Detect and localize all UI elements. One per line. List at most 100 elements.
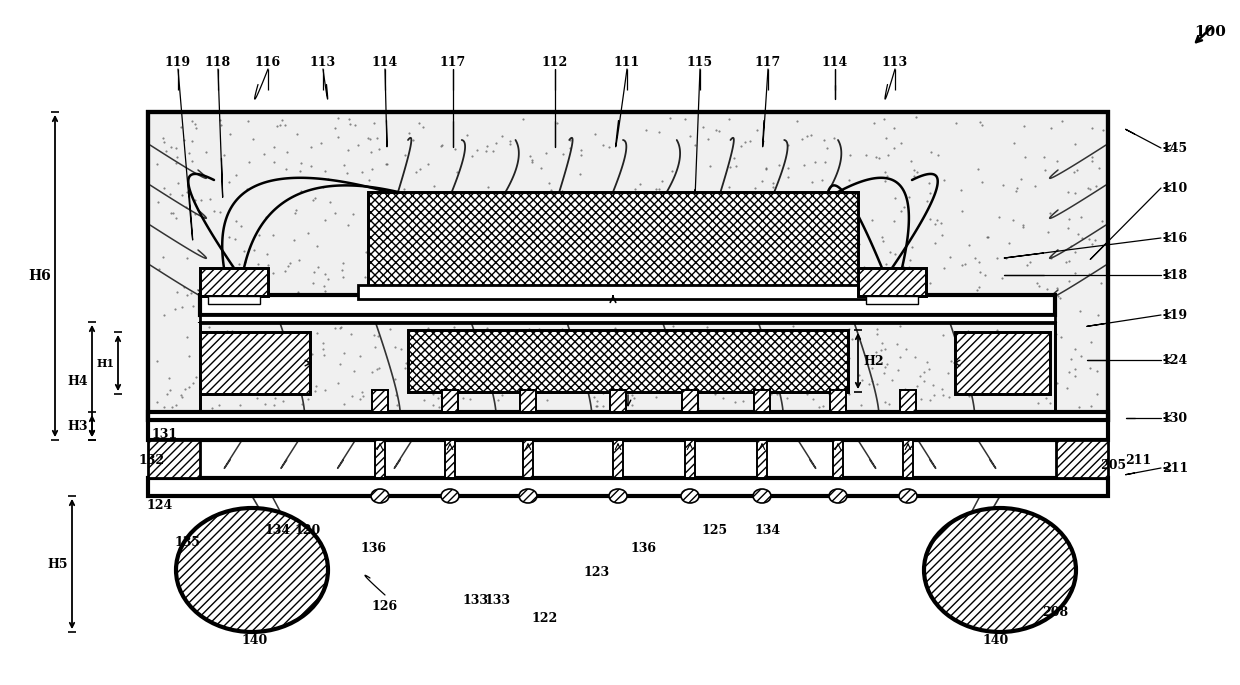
Text: 113: 113	[310, 55, 336, 68]
Text: 132: 132	[139, 453, 165, 466]
Bar	[408, 330, 848, 392]
Ellipse shape	[899, 489, 918, 503]
Text: 119: 119	[1162, 308, 1188, 321]
Bar	[445, 440, 455, 478]
Bar	[148, 478, 1109, 496]
Bar	[682, 390, 698, 412]
Bar	[900, 390, 916, 412]
Text: 115: 115	[687, 55, 713, 68]
Text: 130: 130	[1162, 412, 1188, 425]
Bar	[830, 390, 846, 412]
Text: H3: H3	[68, 419, 88, 432]
Text: H4: H4	[68, 375, 88, 388]
Text: 120: 120	[295, 523, 321, 536]
Ellipse shape	[830, 489, 847, 503]
Bar	[955, 332, 1050, 394]
Bar	[374, 440, 384, 478]
Bar	[756, 440, 768, 478]
Text: 100: 100	[1194, 25, 1226, 39]
Bar	[866, 296, 918, 304]
Ellipse shape	[609, 489, 627, 503]
Bar	[445, 440, 455, 478]
Text: H5: H5	[48, 558, 68, 571]
Bar	[368, 192, 858, 290]
Bar	[208, 296, 260, 304]
Text: 136: 136	[630, 542, 656, 554]
Ellipse shape	[441, 489, 459, 503]
Text: 111: 111	[614, 55, 640, 68]
Bar	[408, 330, 848, 392]
Ellipse shape	[371, 489, 389, 503]
Bar	[200, 322, 1055, 412]
Text: H2: H2	[864, 355, 884, 367]
Text: 211: 211	[1125, 453, 1151, 466]
Text: 124: 124	[1162, 353, 1188, 366]
Bar	[441, 390, 458, 412]
Bar	[833, 440, 843, 478]
Bar	[520, 390, 536, 412]
Bar	[610, 390, 626, 412]
Text: 112: 112	[542, 55, 568, 68]
Bar	[523, 440, 533, 478]
Bar	[200, 315, 1055, 323]
Bar	[900, 390, 916, 412]
Bar	[441, 390, 458, 412]
Text: H6: H6	[29, 269, 51, 283]
Text: 116: 116	[1162, 232, 1188, 245]
Bar	[858, 268, 926, 296]
Bar	[903, 440, 913, 478]
Ellipse shape	[520, 489, 537, 503]
Bar	[858, 268, 926, 296]
Bar	[200, 268, 268, 296]
Bar	[955, 332, 1050, 394]
Text: 131: 131	[153, 427, 179, 440]
Text: 135: 135	[175, 536, 201, 549]
Text: 140: 140	[242, 634, 268, 647]
Bar	[358, 285, 868, 299]
Bar	[200, 332, 310, 394]
Text: 122: 122	[532, 612, 558, 625]
Bar	[682, 390, 698, 412]
Bar	[903, 440, 913, 478]
Bar	[200, 295, 1055, 315]
Text: 126: 126	[372, 599, 398, 612]
Bar	[684, 440, 694, 478]
Text: 134: 134	[755, 523, 781, 536]
Text: 136: 136	[360, 542, 386, 554]
Bar	[613, 440, 622, 478]
Text: 117: 117	[755, 55, 781, 68]
Ellipse shape	[176, 508, 329, 632]
Text: 117: 117	[440, 55, 466, 68]
Bar	[372, 390, 388, 412]
Text: H1: H1	[97, 358, 115, 369]
Bar	[148, 440, 200, 478]
Text: 124: 124	[146, 499, 174, 512]
Bar	[148, 412, 1109, 440]
Text: 133: 133	[485, 593, 511, 606]
Bar	[1056, 440, 1109, 478]
Text: 114: 114	[822, 55, 848, 68]
Text: 114: 114	[372, 55, 398, 68]
Ellipse shape	[924, 508, 1076, 632]
Bar	[833, 440, 843, 478]
Bar	[200, 268, 268, 296]
Text: 125: 125	[702, 523, 728, 536]
Text: 205: 205	[1100, 458, 1126, 471]
Bar	[368, 192, 858, 290]
Bar	[613, 440, 622, 478]
Text: 116: 116	[255, 55, 281, 68]
Text: 140: 140	[983, 634, 1009, 647]
Bar	[756, 440, 768, 478]
Bar	[754, 390, 770, 412]
Bar	[374, 440, 384, 478]
Bar	[200, 332, 310, 394]
Ellipse shape	[753, 489, 771, 503]
Bar	[200, 322, 1055, 412]
Text: 118: 118	[205, 55, 231, 68]
Bar	[754, 390, 770, 412]
Text: 110: 110	[1162, 182, 1188, 195]
Text: 145: 145	[1162, 142, 1188, 155]
Text: 113: 113	[882, 55, 908, 68]
Bar	[148, 112, 1109, 420]
Text: 134: 134	[265, 523, 291, 536]
